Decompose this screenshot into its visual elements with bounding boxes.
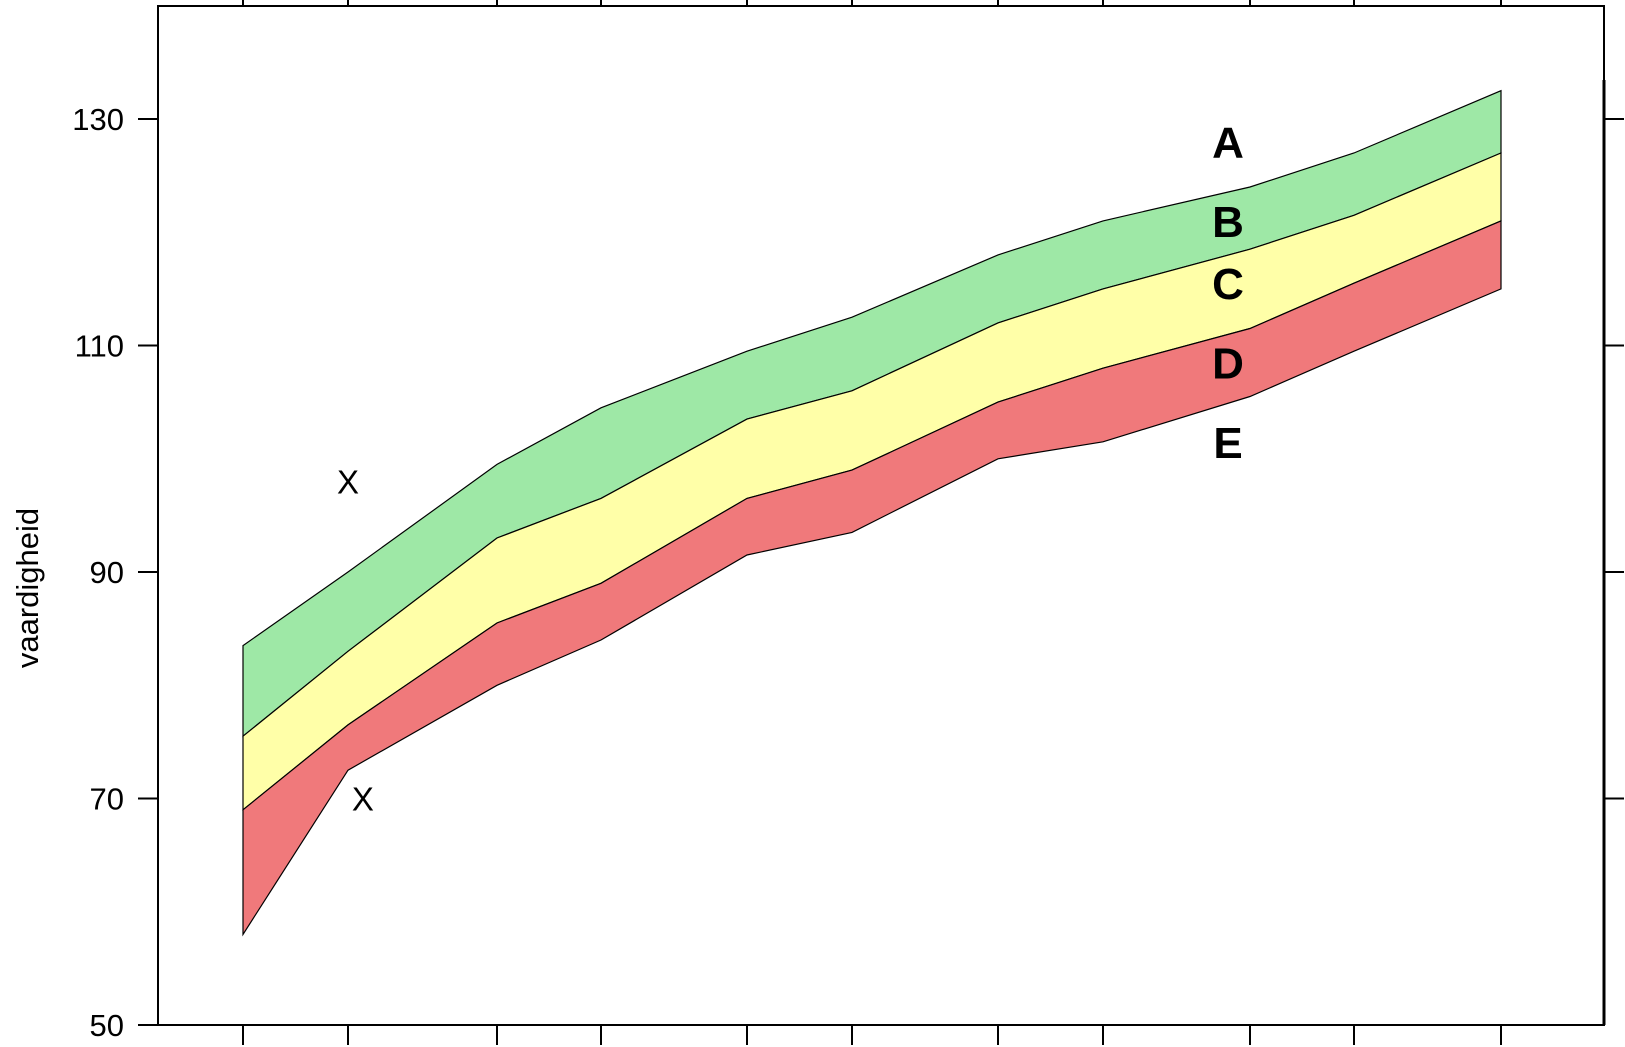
- y-axis-title: vaardigheid: [10, 508, 45, 668]
- y-tick-label-70: 70: [90, 782, 124, 817]
- y-tick-label-110: 110: [75, 329, 124, 364]
- x-marker-1: X: [337, 463, 359, 500]
- band-label-C: C: [1212, 260, 1244, 309]
- band-label-E: E: [1213, 419, 1242, 468]
- x-marker-2: X: [352, 781, 374, 818]
- bands-layer: [243, 91, 1501, 935]
- y-tick-label-130: 130: [72, 102, 124, 137]
- band-label-A: A: [1212, 119, 1244, 168]
- y-tick-label-50: 50: [90, 1008, 124, 1043]
- band-label-D: D: [1212, 339, 1244, 388]
- y-tick-label-90: 90: [90, 555, 124, 590]
- band-label-B: B: [1212, 198, 1244, 247]
